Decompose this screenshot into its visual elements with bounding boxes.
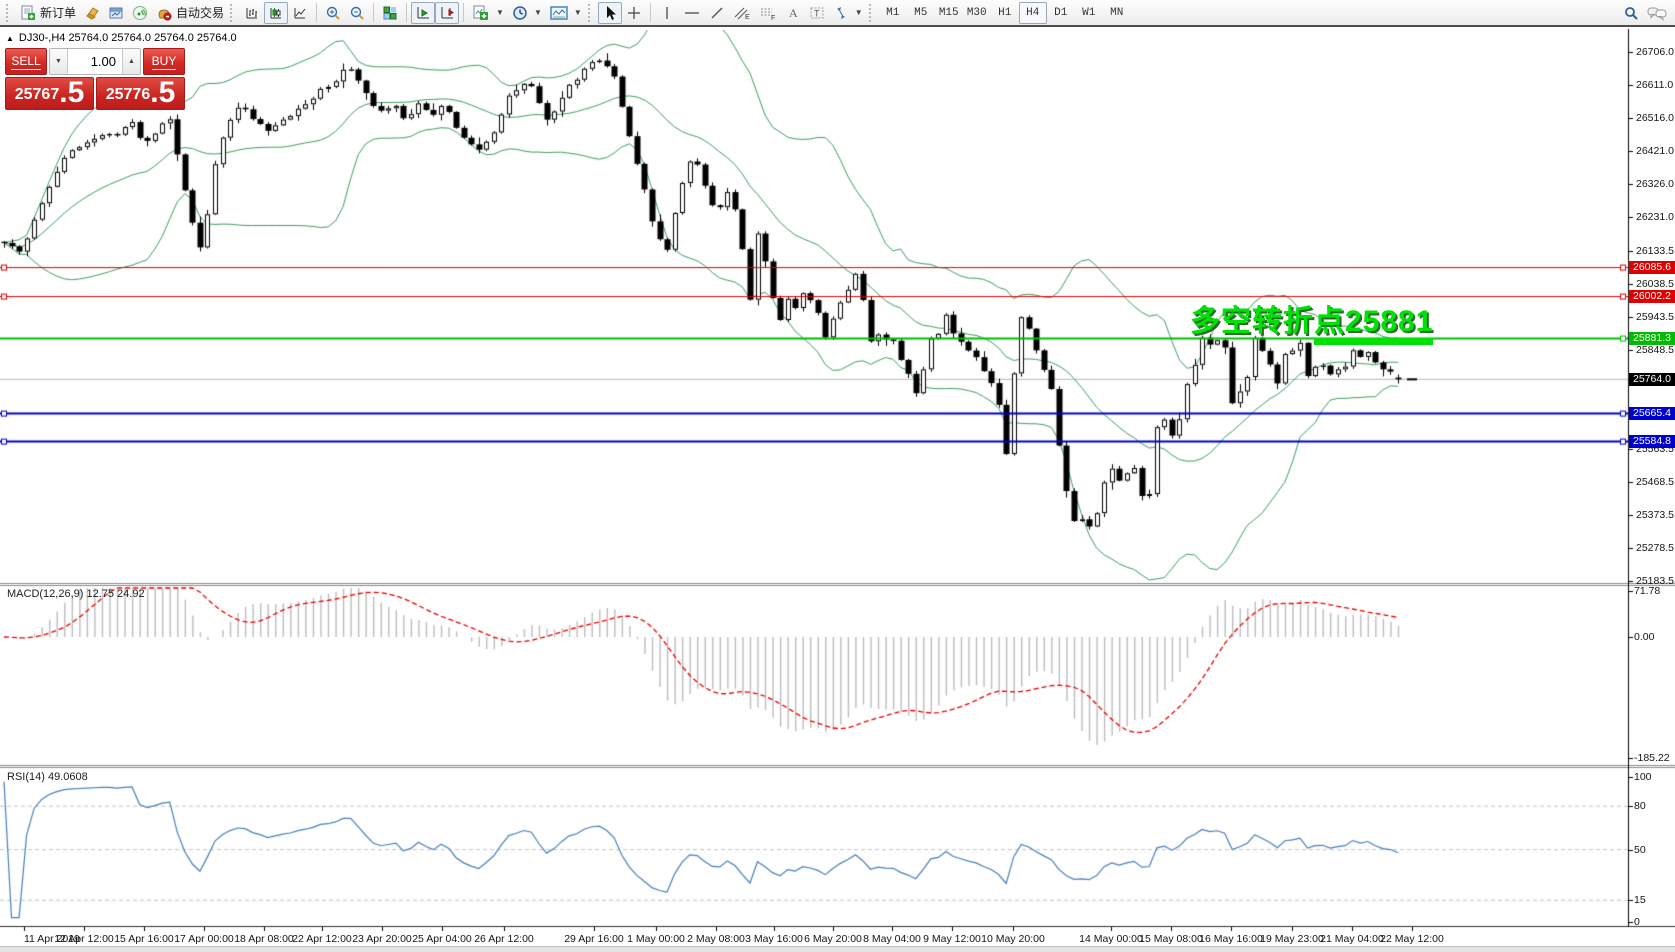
volume-increase-button[interactable]: ▲ xyxy=(122,49,140,74)
price-badge-25584.8: 25584.8 xyxy=(1629,435,1675,449)
time-axis-label: 29 Apr 16:00 xyxy=(564,933,624,945)
price-badge-26085.6: 26085.6 xyxy=(1629,261,1675,275)
time-axis-label: 1 May 00:00 xyxy=(627,933,685,945)
price-tick-label: 26038.5 xyxy=(1636,277,1674,290)
time-axis-label: 22 Apr 12:00 xyxy=(292,933,352,945)
price-tick-label: 25183.5 xyxy=(1636,575,1674,588)
time-axis-label: 6 May 20:00 xyxy=(804,933,862,945)
time-axis-label: 17 Apr 00:00 xyxy=(174,933,234,945)
price-tick-label: 25468.5 xyxy=(1636,476,1674,489)
time-axis-label: 12 Apr 12:00 xyxy=(54,933,114,945)
price-tick-label: 25848.5 xyxy=(1636,343,1674,356)
volume-stepper: ▼ 1.00 ▲ xyxy=(49,48,141,75)
volume-value[interactable]: 1.00 xyxy=(90,54,116,69)
chart-title: ▲ DJ30-,H4 25764.0 25764.0 25764.0 25764… xyxy=(6,32,237,44)
window-bottom-edge xyxy=(0,946,1675,952)
time-axis-label: 21 May 04:00 xyxy=(1320,933,1384,945)
rsi-axis-label: 15 xyxy=(1634,894,1646,907)
sell-price-main: 25767 xyxy=(14,86,60,103)
time-axis-label: 15 Apr 16:00 xyxy=(114,933,174,945)
price-tick-label: 26231.0 xyxy=(1636,211,1674,224)
annotation-text-part1: 多空转折 xyxy=(1190,305,1314,338)
rsi-axis-label: 50 xyxy=(1634,843,1646,856)
chart-annotation[interactable]: 多空转折点25881 xyxy=(1190,296,1434,345)
time-axis-label: 18 Apr 08:00 xyxy=(234,933,294,945)
sell-button[interactable]: SELL xyxy=(5,48,47,75)
price-tick-label: 26421.0 xyxy=(1636,145,1674,158)
volume-decrease-button[interactable]: ▼ xyxy=(50,49,68,74)
time-axis-label: 8 May 04:00 xyxy=(863,933,921,945)
time-axis-label: 3 May 16:00 xyxy=(745,933,803,945)
chart-title-text: DJ30-,H4 25764.0 25764.0 25764.0 25764.0 xyxy=(18,32,237,44)
sell-price-fraction: .5 xyxy=(59,76,85,109)
time-axis-label: 9 May 12:00 xyxy=(923,933,981,945)
buy-price-panel[interactable]: 25776.5 xyxy=(96,77,185,110)
time-axis-label: 19 May 23:00 xyxy=(1260,933,1324,945)
price-badge-25881.3: 25881.3 xyxy=(1629,332,1675,346)
macd-indicator-label: MACD(12,26,9) 12.75 24.92 xyxy=(7,588,145,600)
time-axis-label: 26 Apr 12:00 xyxy=(474,933,534,945)
annotation-text-part2: 点25881 xyxy=(1314,305,1434,345)
price-tick-label: 26133.5 xyxy=(1636,244,1674,257)
rsi-axis-label: 100 xyxy=(1634,771,1652,784)
buy-button[interactable]: BUY xyxy=(143,48,185,75)
time-axis-label: 2 May 08:00 xyxy=(687,933,745,945)
time-axis-label: 22 May 12:00 xyxy=(1380,933,1444,945)
price-tick-label: 25943.5 xyxy=(1636,310,1674,323)
sell-button-label: SELL xyxy=(11,53,41,70)
buy-button-label: BUY xyxy=(151,53,177,70)
macd-axis-label: 0.00 xyxy=(1634,631,1655,643)
time-axis-label: 16 May 16:00 xyxy=(1199,933,1263,945)
price-badge-26002.2: 26002.2 xyxy=(1629,290,1675,304)
price-badge-25665.4: 25665.4 xyxy=(1629,407,1675,421)
price-tick-label: 25373.5 xyxy=(1636,509,1674,522)
time-axis-label: 15 May 08:00 xyxy=(1139,933,1203,945)
time-axis-label: 11 Apr 2019 xyxy=(24,933,80,945)
collapse-triangle-icon[interactable]: ▲ xyxy=(6,33,14,43)
rsi-axis-label: 80 xyxy=(1634,800,1646,813)
one-click-trading-panel: SELL ▼ 1.00 ▲ BUY 25767.5 25776.5 xyxy=(5,48,185,110)
price-tick-label: 26611.0 xyxy=(1636,79,1674,91)
time-axis-label: 10 May 20:00 xyxy=(981,933,1045,945)
price-tick-label: 25278.5 xyxy=(1636,542,1674,555)
macd-axis-label: -185.22 xyxy=(1634,752,1670,764)
price-badge-25764.0: 25764.0 xyxy=(1629,372,1675,386)
price-tick-label: 26516.0 xyxy=(1636,112,1674,125)
price-tick-label: 26706.0 xyxy=(1636,46,1674,58)
sell-price-panel[interactable]: 25767.5 xyxy=(5,77,94,110)
macd-axis-label: 71.78 xyxy=(1634,585,1661,597)
rsi-indicator-label: RSI(14) 49.0608 xyxy=(7,771,88,783)
time-axis-label: 25 Apr 04:00 xyxy=(412,933,472,945)
rsi-axis-label: 0 xyxy=(1634,916,1640,928)
time-axis-label: 23 Apr 20:00 xyxy=(352,933,412,945)
time-axis-label: 14 May 00:00 xyxy=(1079,933,1143,945)
buy-price-main: 25776 xyxy=(105,86,151,103)
price-tick-label: 26326.0 xyxy=(1636,178,1674,191)
buy-price-fraction: .5 xyxy=(150,76,176,109)
